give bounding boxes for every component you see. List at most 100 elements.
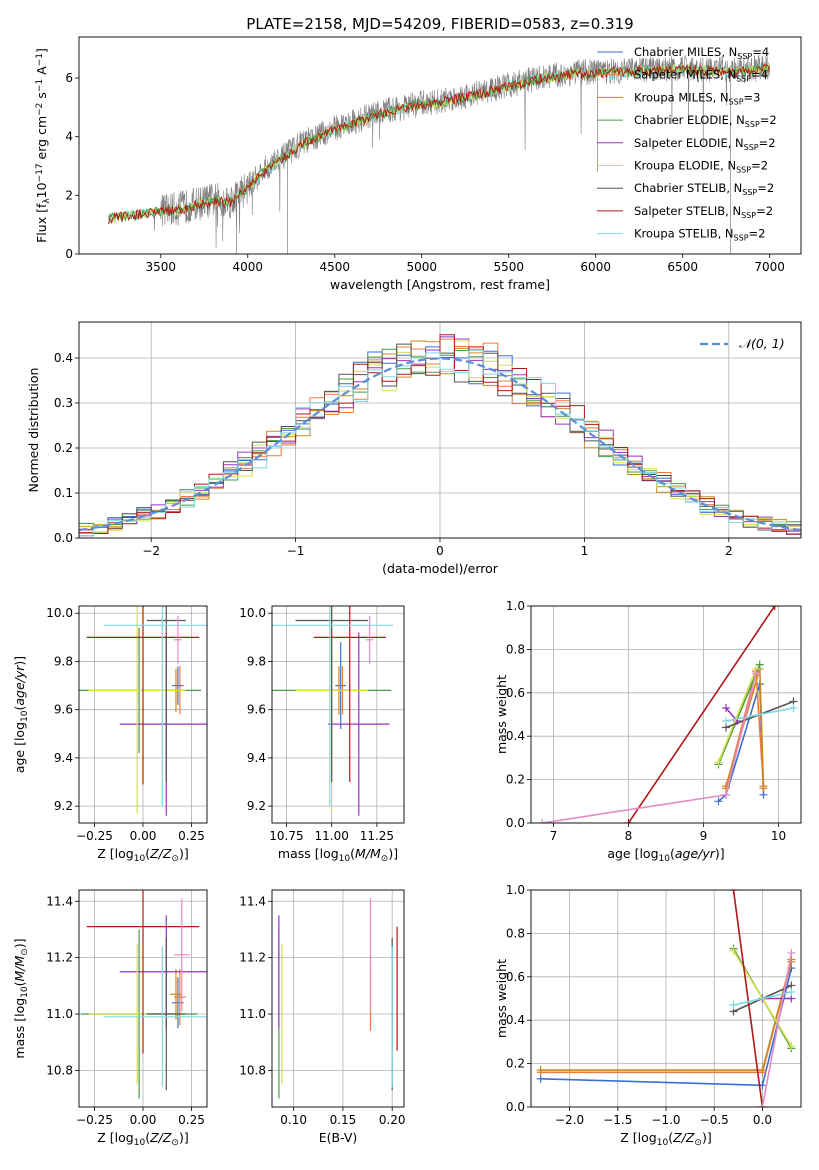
errorbar-plot [79,606,207,816]
x-tick-label: 6500 [667,260,698,274]
y-tick-label: 9.2 [54,799,73,813]
x-tick-label: 10.75 [269,829,303,843]
legend-entry: Salpeter MILES, NSSP=4 [634,68,768,84]
axes-frame [271,605,405,824]
y-axis-label: mass weight [494,675,509,754]
weight-point [758,1066,767,1075]
data-spectrum [108,54,770,249]
y-tick-label: 1.0 [506,883,525,897]
weight-point [722,717,730,726]
weight-series [732,890,764,1107]
weight-point [787,987,796,996]
weight-point [538,819,547,823]
weight-series [761,952,793,1107]
weight-plot [538,606,798,823]
axes-frame [78,889,208,1108]
weight-point [714,758,723,767]
x-tick-label: −0.25 [76,1113,113,1127]
x-axis-label: Z [log10(Z/Z⊙)] [97,1130,188,1148]
x-tick-label: 5000 [406,260,437,274]
spectrum-plot [108,54,770,254]
legend-entry: Chabrier MILES, NSSP=4 [634,45,769,61]
legend: Chabrier MILES, NSSP=4 Salpeter MILES, NS… [597,45,777,243]
y-tick-label: 10.0 [239,606,266,620]
y-tick-label: 0.4 [54,351,73,365]
panel-3: 10.75 11.00 11.25 9.2 9.4 9.6 9.8 10.0 mass [log… [239,605,405,864]
y-tick-label: 0.2 [54,441,73,455]
weight-point [758,1103,767,1107]
y-tick-label: 11.4 [239,894,266,908]
axes-frame [78,36,802,255]
y-tick-label: 0.0 [506,1100,525,1114]
y-tick-label: 10.0 [46,606,73,620]
weight-point [752,669,760,678]
y-tick-label: 2 [65,188,73,202]
x-tick-label: 4500 [319,260,350,274]
weight-point [755,660,764,669]
panel-0: 3500 4000 4500 5000 5500 6000 6500 7000 0 2 4 6 wave… [34,36,802,292]
y-tick-label: 11.0 [239,1007,266,1021]
y-tick-label: 0.2 [506,773,525,787]
x-tick-label: 0.25 [178,1113,205,1127]
y-axis-label: mass [log10(M/M⊙)] [12,938,30,1058]
axes-frame [78,321,802,539]
x-tick-label: 11.00 [314,829,348,843]
x-tick-label: 0.15 [330,1113,357,1127]
weight-point [729,890,738,894]
x-tick-label: 11.25 [360,829,394,843]
errorbar-plot [272,606,394,816]
y-tick-label: 0.8 [506,926,525,940]
weight-plot [536,890,796,1107]
weight-series [627,606,776,823]
y-tick-label: 10.8 [239,1063,266,1077]
panel-6: 0.10 0.15 0.20 10.8 11.0 11.2 11.4 E(B-V) [239,889,406,1145]
y-tick-label: 11.0 [46,1007,73,1021]
panel-1: −2 −1 0 1 2 0.0 0.1 0.2 0.3 0.4 (data-model)/error… [26,321,802,576]
y-tick-label: 9.4 [247,751,266,765]
weight-point [722,790,730,799]
y-tick-label: 0.6 [506,686,525,700]
x-tick-label: −1 [287,544,305,558]
y-tick-label: 0.4 [506,729,525,743]
errorbar-plot [80,890,207,1099]
y-tick-label: 0.8 [506,642,525,656]
x-tick-label: 9 [700,829,708,843]
x-tick-label: −0.25 [76,829,113,843]
legend-entry: Kroupa STELIB, NSSP=2 [634,227,765,243]
x-tick-label: −1.5 [603,1113,632,1127]
legend-entry: Chabrier ELODIE, NSSP=2 [634,113,777,129]
x-tick-label: 1 [581,544,589,558]
normal-curve [79,357,801,532]
x-tick-label: −2.0 [555,1113,584,1127]
x-axis-label: (data-model)/error [382,561,499,576]
y-tick-label: 11.2 [46,951,73,965]
y-tick-label: 1.0 [506,599,525,613]
x-tick-label: −2 [142,544,160,558]
x-tick-label: −1.0 [651,1113,680,1127]
weight-point [714,797,723,806]
y-tick-label: 10.8 [46,1063,73,1077]
x-tick-label: 6000 [580,260,611,274]
weight-point [536,1066,545,1075]
panel-7: −2.0 −1.5 −1.0 −0.5 0.0 0.0 0.2 0.4 0.6 0.8 1.0 Z [… [494,883,802,1148]
weight-point [770,606,779,610]
y-tick-label: 0.0 [506,816,525,830]
y-tick-label: 0.4 [506,1013,525,1027]
weight-point [759,782,768,791]
figure-title: PLATE=2158, MJD=54209, FIBERID=0583, z=0… [246,15,633,33]
errorbar-plot [278,898,398,1099]
x-axis-label: wavelength [Angstrom, rest frame] [330,277,550,292]
y-tick-label: 0.1 [54,486,73,500]
y-tick-label: 0.3 [54,396,73,410]
weight-point [722,703,730,712]
legend: 𝒩(0, 1) [700,336,785,351]
axes-frame [271,889,405,1108]
x-tick-label: −0.5 [700,1113,729,1127]
x-tick-label: 10 [771,829,786,843]
y-tick-label: 0.2 [506,1057,525,1071]
y-tick-label: 6 [65,71,73,85]
weight-point [624,819,633,823]
y-axis-label: mass weight [494,959,509,1038]
y-tick-label: 11.2 [239,951,266,965]
